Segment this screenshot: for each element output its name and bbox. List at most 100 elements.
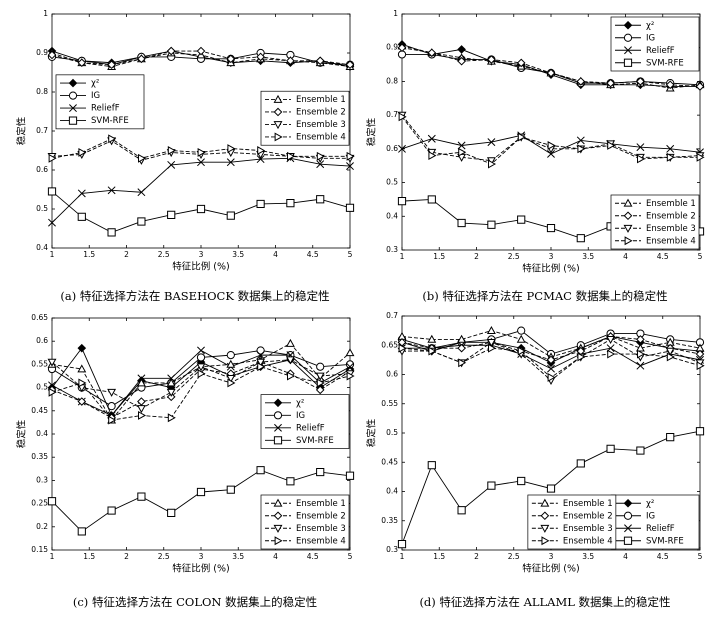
marker (623, 224, 633, 233)
legend-label: Ensemble 1 (296, 499, 346, 509)
marker (226, 374, 236, 383)
x-axis-label: 特征比例 (%) (172, 261, 229, 273)
legend-label: Ensemble 3 (563, 524, 613, 534)
marker (486, 338, 496, 347)
y-tick-label: 0.4 (386, 487, 398, 496)
legend-label: Ensemble 3 (646, 224, 696, 234)
x-tick-label: 2.5 (158, 552, 170, 561)
marker (77, 397, 87, 406)
marker (607, 349, 616, 359)
marker (48, 381, 56, 390)
marker (487, 138, 496, 147)
marker (78, 378, 87, 388)
marker (273, 121, 283, 130)
marker (274, 423, 282, 432)
marker (398, 343, 407, 353)
marker (576, 136, 585, 145)
marker (77, 343, 87, 353)
marker (606, 336, 616, 345)
marker (136, 378, 146, 387)
x-axis-label: 特征比例 (%) (522, 263, 579, 275)
marker (107, 506, 116, 515)
marker (196, 353, 206, 362)
marker (345, 60, 355, 70)
marker (77, 212, 86, 221)
marker (547, 364, 555, 373)
y-tick-label: 0.7 (386, 311, 398, 320)
x-tick-label: 3.5 (582, 552, 594, 561)
marker (345, 471, 355, 480)
marker (346, 362, 354, 371)
marker (316, 378, 325, 388)
marker (517, 132, 526, 142)
x-tick-label: 1 (400, 252, 405, 261)
marker (257, 362, 266, 372)
marker (273, 436, 283, 445)
x-tick-label: 4.5 (657, 252, 669, 261)
marker (427, 461, 436, 470)
marker (316, 160, 325, 169)
marker (345, 360, 355, 369)
marker (273, 398, 283, 408)
x-tick-label: 3 (549, 552, 554, 561)
legend: χ² IG ReliefF SVM-RFE (55, 74, 145, 130)
x-tick-label: 2 (474, 552, 479, 561)
marker (196, 204, 206, 214)
marker (167, 210, 176, 219)
legend-label: χ² (91, 79, 99, 89)
marker (226, 158, 235, 167)
marker (226, 211, 235, 220)
y-tick-label: 0.35 (31, 452, 48, 461)
marker (138, 410, 147, 420)
x-tick-label: 5 (698, 552, 703, 561)
legend-label: SVM-RFE (646, 536, 684, 546)
marker (577, 352, 586, 362)
marker (107, 186, 116, 195)
marker (636, 77, 645, 86)
marker (107, 402, 116, 411)
marker (107, 60, 116, 70)
x-tick-label: 3 (199, 552, 204, 561)
marker (68, 78, 78, 88)
marker (286, 56, 295, 66)
marker (286, 199, 295, 208)
x-axis-label: 特征比例 (%) (172, 563, 229, 575)
chart-panel: 0.15 0.2 0.25 0.3 0.35 0.4 0.45 0.5 0.55 0.6 0.65 1… (16, 313, 355, 609)
y-tick-label: 0.5 (386, 178, 398, 187)
marker (457, 218, 466, 228)
marker (666, 152, 675, 162)
marker (227, 144, 236, 153)
marker (345, 348, 355, 357)
legend-label: SVM-RFE (646, 58, 684, 68)
marker (47, 358, 57, 367)
marker (695, 349, 705, 359)
marker (546, 223, 556, 233)
marker (487, 220, 496, 229)
marker (546, 68, 556, 78)
x-tick-label: 1.5 (83, 250, 95, 259)
marker (636, 329, 645, 338)
marker (166, 46, 176, 56)
legend: χ² IG ReliefF SVM-RFE (610, 16, 700, 72)
marker (636, 143, 645, 152)
legend-label: Ensemble 1 (296, 95, 346, 105)
marker (636, 361, 645, 370)
marker (315, 385, 325, 395)
marker (623, 511, 633, 520)
marker (226, 54, 236, 64)
marker (623, 498, 633, 508)
marker (624, 236, 633, 246)
x-tick-label: 5 (698, 252, 703, 261)
marker (606, 78, 615, 88)
legend-label: SVM-RFE (296, 436, 334, 446)
marker (197, 148, 206, 157)
marker (167, 374, 176, 383)
marker (607, 141, 616, 150)
y-tick-label: 0.3 (386, 545, 398, 554)
marker (457, 334, 467, 343)
x-tick-label: 1 (400, 552, 405, 561)
marker (274, 536, 283, 546)
legend-label: Ensemble 2 (296, 511, 346, 521)
legend: χ² IG ReliefF SVM-RFE (260, 394, 350, 449)
marker (546, 484, 556, 493)
